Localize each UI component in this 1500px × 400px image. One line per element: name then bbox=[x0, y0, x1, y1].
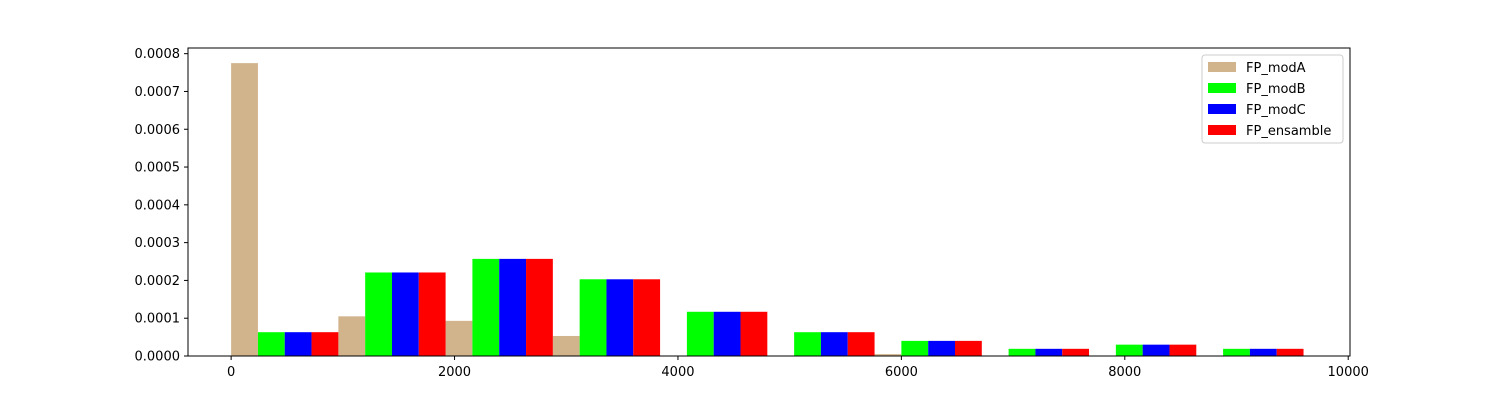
legend-box bbox=[1201, 54, 1344, 144]
x-tick-label: 6000 bbox=[885, 365, 918, 380]
x-tick-label: 4000 bbox=[661, 365, 694, 380]
legend: FP_modA FP_modB FP_modC FP_ensamble bbox=[1201, 54, 1344, 144]
y-tick-label: 0.0000 bbox=[135, 350, 181, 365]
bar-FP_modA-bin-2 bbox=[445, 320, 473, 356]
y-tick-label: 0.0002 bbox=[135, 274, 181, 289]
bar-FP_modB-bin-3 bbox=[579, 279, 607, 356]
bar-FP_modB-bin-7 bbox=[1008, 348, 1036, 356]
bar-FP_modC-bin-4 bbox=[713, 311, 741, 356]
bar-FP_modB-bin-2 bbox=[472, 258, 500, 356]
x-tick-label: 8000 bbox=[1108, 365, 1141, 380]
legend-swatch-FP_modC bbox=[1208, 104, 1236, 114]
legend-swatch-FP_modA bbox=[1208, 62, 1236, 72]
bar-FP_modC-bin-2 bbox=[499, 258, 527, 356]
bar-FP_modB-bin-1 bbox=[365, 272, 392, 356]
bar-FP_modB-bin-0 bbox=[257, 332, 285, 356]
y-tick-label: 0.0007 bbox=[135, 85, 181, 100]
bar-FP_modC-bin-0 bbox=[284, 332, 312, 356]
bar-FP_modC-bin-9 bbox=[1249, 348, 1277, 356]
bar-FP_modB-bin-6 bbox=[901, 340, 929, 356]
bar-FP_modA-bin-1 bbox=[338, 316, 366, 356]
legend-label-FP_ensamble: FP_ensamble bbox=[1246, 124, 1331, 139]
x-tick-label: 2000 bbox=[438, 365, 471, 380]
bar-FP_ensamble-bin-0 bbox=[311, 332, 339, 356]
y-tick-label: 0.0001 bbox=[135, 312, 181, 327]
bar-FP_ensamble-bin-2 bbox=[526, 258, 553, 356]
axes-frame bbox=[187, 47, 1351, 357]
y-tick-label: 0.0006 bbox=[135, 123, 181, 138]
bar-FP_ensamble-bin-9 bbox=[1276, 348, 1304, 356]
legend-swatch-FP_ensamble bbox=[1208, 125, 1236, 135]
bar-FP_modA-bin-3 bbox=[552, 335, 580, 356]
bar-FP_modB-bin-8 bbox=[1115, 344, 1143, 356]
bar-FP_ensamble-bin-7 bbox=[1062, 348, 1090, 356]
legend-swatch-FP_modB bbox=[1208, 83, 1236, 93]
bar-FP_ensamble-bin-6 bbox=[954, 340, 982, 356]
bar-FP_modC-bin-6 bbox=[928, 340, 955, 356]
bar-FP_modB-bin-5 bbox=[794, 332, 821, 356]
bars-group bbox=[231, 63, 1304, 356]
bar-FP_ensamble-bin-1 bbox=[418, 272, 446, 356]
bar-FP_modC-bin-5 bbox=[820, 332, 848, 356]
bar-FP_modB-bin-4 bbox=[686, 311, 714, 356]
bar-FP_modC-bin-3 bbox=[606, 279, 634, 356]
x-tick-label: 0 bbox=[227, 365, 235, 380]
legend-label-FP_modB: FP_modB bbox=[1246, 82, 1306, 97]
legend-label-FP_modA: FP_modA bbox=[1246, 61, 1306, 76]
legend-label-FP_modC: FP_modC bbox=[1246, 103, 1306, 118]
y-tick-label: 0.0008 bbox=[135, 47, 181, 62]
bar-FP_modB-bin-9 bbox=[1223, 348, 1250, 356]
bar-FP_modA-bin-6 bbox=[874, 354, 902, 356]
bar-FP_ensamble-bin-5 bbox=[847, 332, 875, 356]
bar-FP_modA-bin-0 bbox=[231, 63, 258, 356]
bar-FP_modC-bin-8 bbox=[1142, 344, 1170, 356]
bar-FP_modC-bin-1 bbox=[391, 272, 419, 356]
y-axis: 0.0000 0.0001 0.0002 0.0003 0.0004 0.0005 0.00… bbox=[135, 47, 188, 365]
y-tick-label: 0.0004 bbox=[135, 198, 181, 213]
bar-FP_ensamble-bin-4 bbox=[740, 311, 768, 356]
bar-FP_ensamble-bin-3 bbox=[633, 279, 661, 356]
x-tick-label: 10000 bbox=[1328, 365, 1369, 380]
y-tick-label: 0.0005 bbox=[135, 161, 181, 176]
bar-FP_ensamble-bin-8 bbox=[1169, 344, 1197, 356]
y-tick-label: 0.0003 bbox=[135, 236, 181, 251]
x-axis: 0 2000 4000 6000 8000 10000 bbox=[227, 356, 1369, 380]
bar-FP_modC-bin-7 bbox=[1035, 348, 1063, 356]
